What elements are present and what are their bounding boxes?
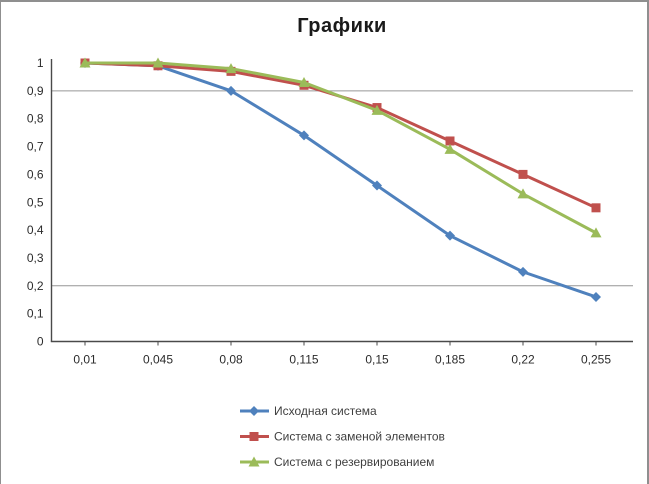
x-tick-label: 0,255 <box>581 353 611 367</box>
series-marker-0 <box>445 230 455 241</box>
legend-swatch-marker-0 <box>249 406 259 416</box>
x-tick-label: 0,22 <box>511 353 535 367</box>
series-line-1 <box>83 61 598 210</box>
series-marker-2 <box>152 57 164 68</box>
series-marker-2 <box>79 57 91 68</box>
series-line-2 <box>83 61 598 235</box>
series-marker-2 <box>225 63 237 74</box>
y-tick-label: 0,2 <box>27 279 44 293</box>
series-marker-2 <box>371 104 383 115</box>
series-marker-2 <box>444 143 456 154</box>
legend-swatch-marker-2 <box>248 456 260 467</box>
series-marker-2 <box>590 227 602 238</box>
x-tick-label: 0,08 <box>219 353 243 367</box>
x-tick-label: 0,01 <box>73 353 97 367</box>
y-tick-label: 0,1 <box>27 307 44 321</box>
legend-label-2: Система с резервированием <box>274 455 434 469</box>
series-marker-1 <box>445 136 455 146</box>
y-tick-label: 0,8 <box>27 112 44 126</box>
x-tick-label: 0,185 <box>435 353 465 367</box>
y-tick-label: 0,3 <box>27 251 44 265</box>
series-marker-0 <box>591 291 601 302</box>
x-tick-label: 0,115 <box>289 353 318 367</box>
y-tick-label: 0 <box>37 335 44 349</box>
y-tick-label: 0,9 <box>27 84 44 98</box>
chart-title: Графики <box>297 15 387 37</box>
y-tick-label: 0,5 <box>27 195 44 209</box>
legend-label-1: Система с заменой элементов <box>274 430 445 444</box>
x-tick-label: 0,15 <box>365 353 389 367</box>
y-tick-label: 0,6 <box>27 167 44 181</box>
series-marker-1 <box>518 169 528 179</box>
y-tick-label: 0,4 <box>27 223 44 237</box>
y-tick-label: 1 <box>37 56 44 70</box>
series-marker-0 <box>299 130 309 141</box>
series-marker-1 <box>591 203 601 213</box>
legend-swatch-marker-1 <box>249 432 259 441</box>
series-marker-0 <box>226 85 236 96</box>
x-tick-label: 0,045 <box>143 353 173 367</box>
series-marker-2 <box>298 76 310 87</box>
legend-label-0: Исходная система <box>274 404 377 418</box>
series-marker-2 <box>517 188 529 199</box>
series-marker-0 <box>372 180 382 191</box>
series-marker-0 <box>518 266 528 277</box>
series-line-0 <box>83 61 598 299</box>
y-tick-label: 0,7 <box>27 140 44 154</box>
